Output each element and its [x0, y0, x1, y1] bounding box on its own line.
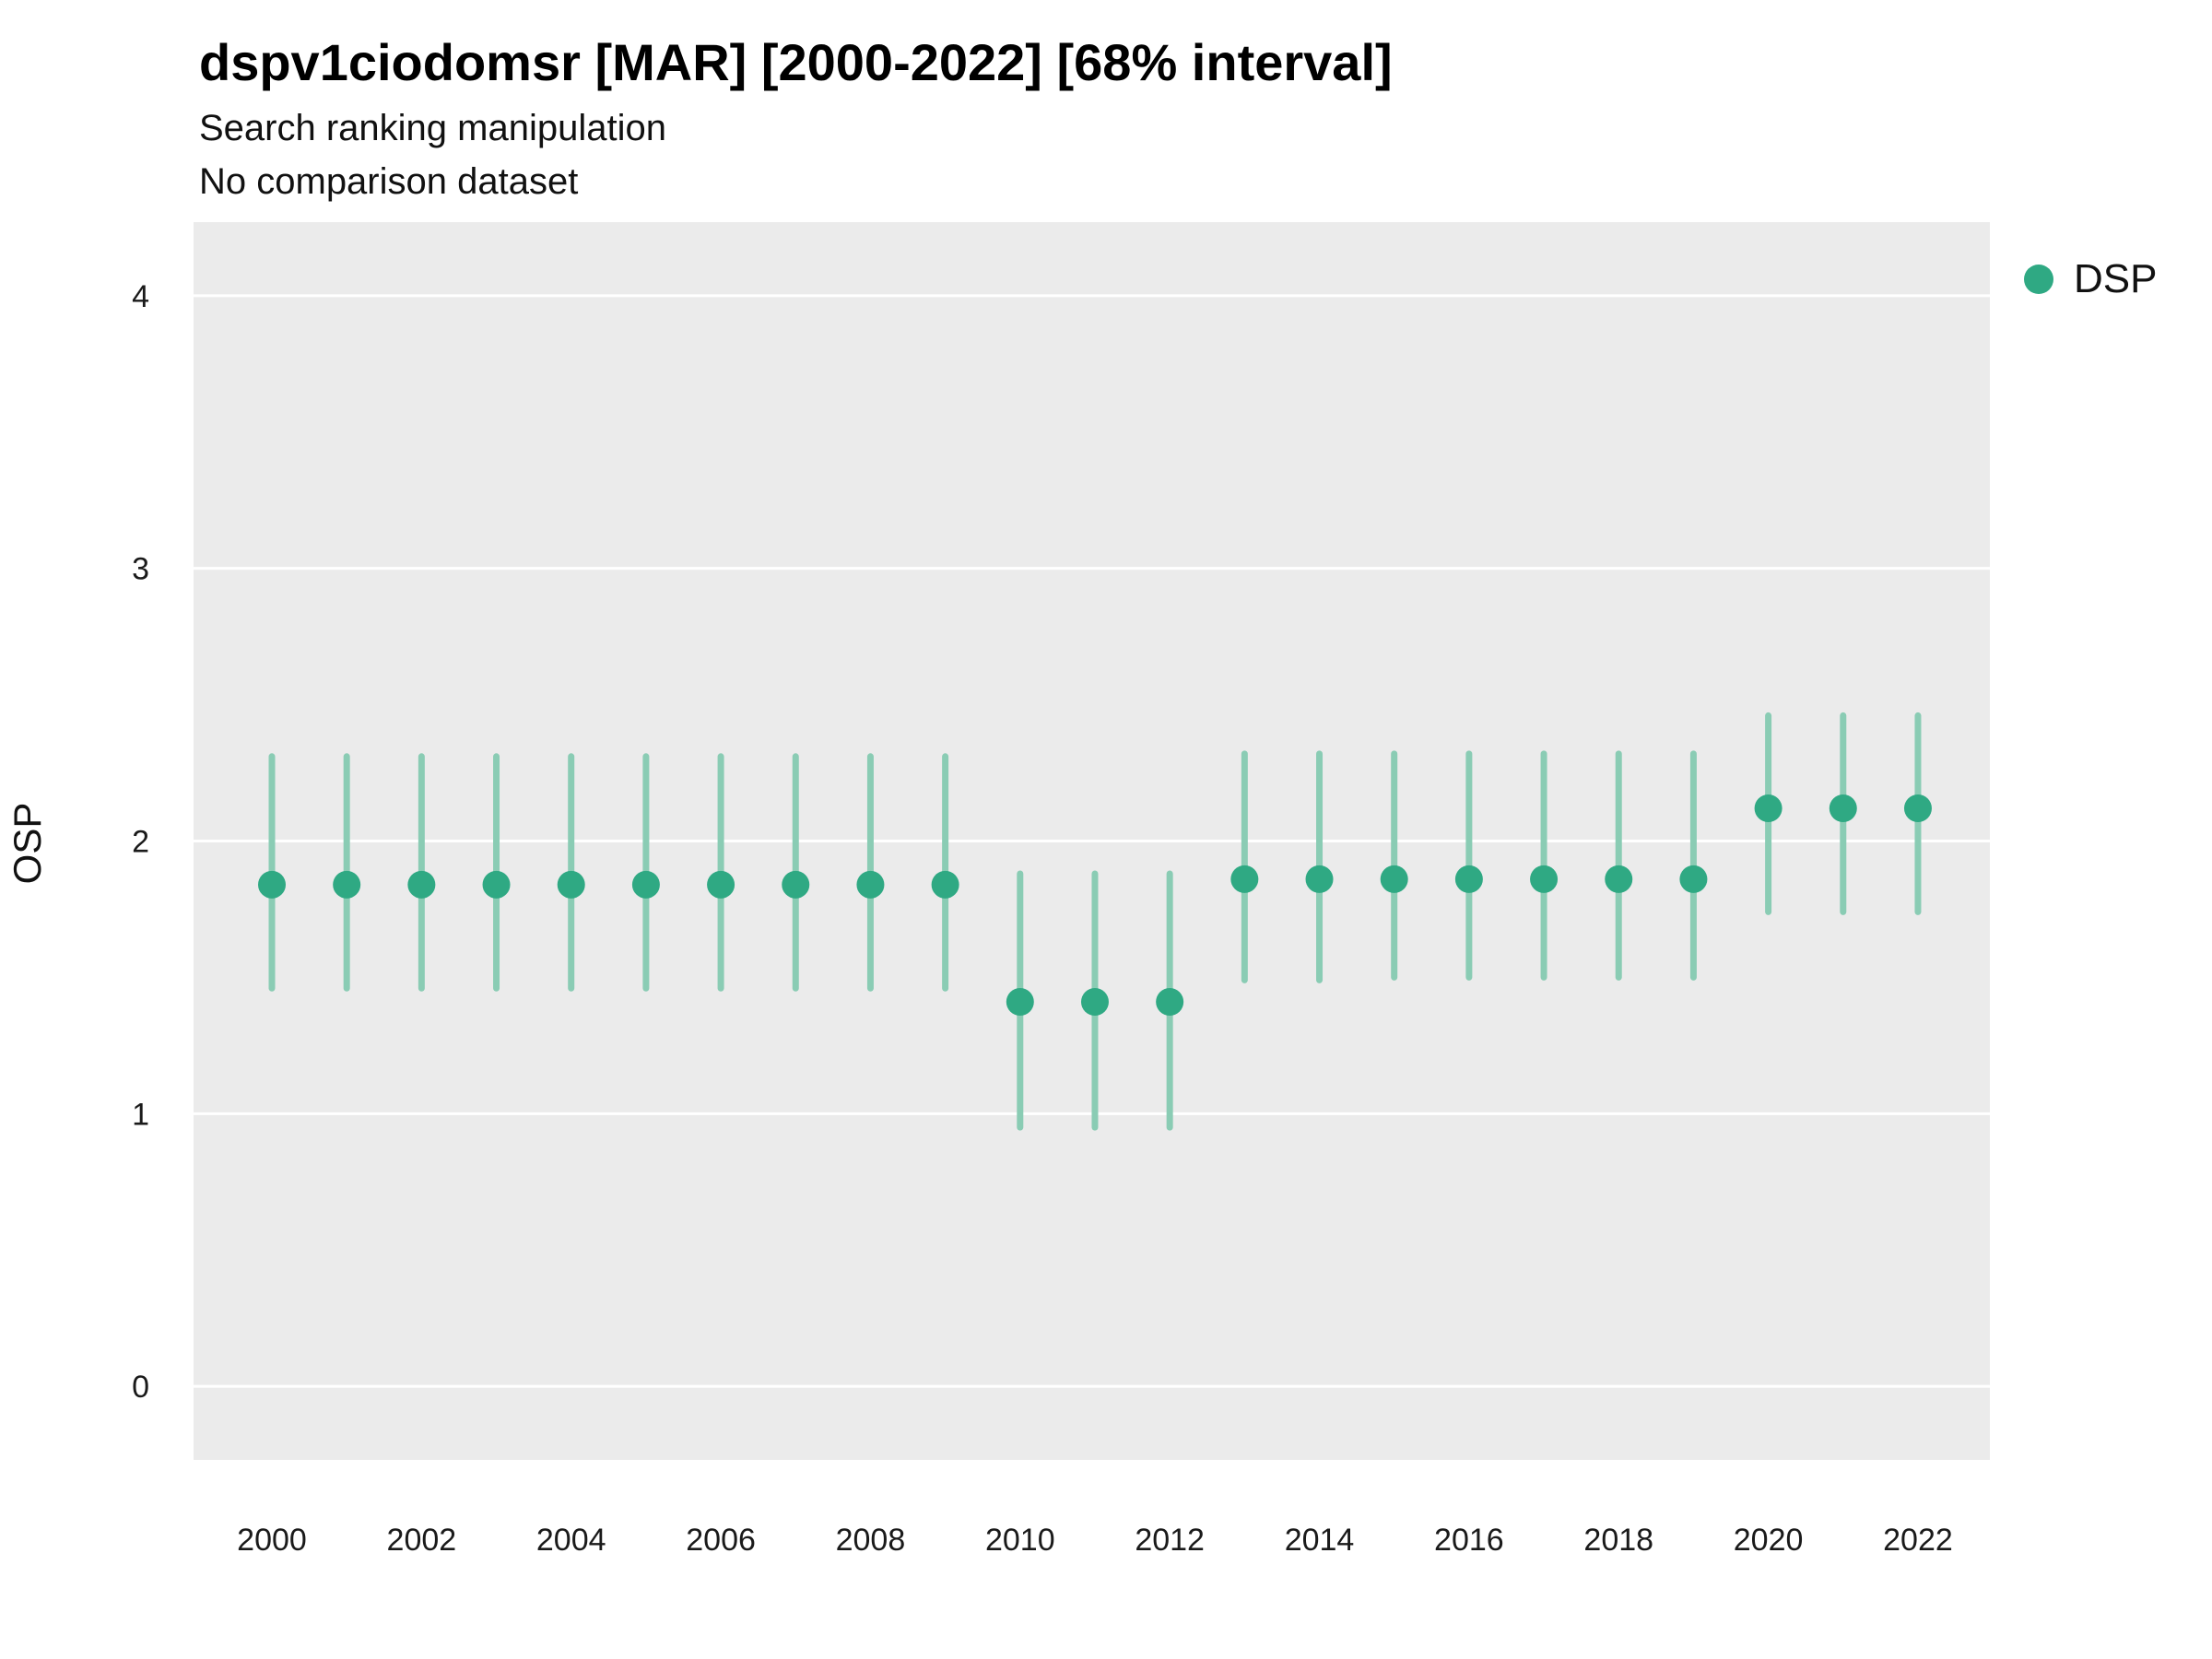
x-tick-label: 2004: [536, 1523, 606, 1558]
data-point: [482, 870, 511, 899]
data-point: [1903, 794, 1932, 823]
data-point: [1006, 988, 1034, 1017]
x-tick-label: 2014: [1285, 1523, 1355, 1558]
x-tick-label: 2022: [1883, 1523, 1953, 1558]
chart-title: dspv1ciodomsr [MAR] [2000-2022] [68% int…: [199, 33, 1393, 91]
data-point: [1080, 988, 1109, 1017]
data-point: [1305, 865, 1334, 893]
y-tick-label: 4: [132, 279, 149, 314]
chart-subtitle-2: No comparison dataset: [199, 161, 579, 203]
data-point: [707, 870, 735, 899]
chart-subtitle: Search ranking manipulation: [199, 108, 666, 149]
legend: DSP: [2024, 256, 2157, 302]
data-point: [258, 870, 286, 899]
x-tick-label: 2010: [985, 1523, 1055, 1558]
data-point: [1230, 865, 1259, 893]
y-tick-label: 3: [132, 552, 149, 587]
data-point: [1754, 794, 1783, 823]
data-point: [1605, 865, 1633, 893]
data-point: [782, 870, 810, 899]
data-point: [333, 870, 361, 899]
x-tick-label: 2012: [1135, 1523, 1205, 1558]
data-point: [1679, 865, 1708, 893]
x-tick-label: 2008: [836, 1523, 906, 1558]
data-point: [1829, 794, 1857, 823]
x-tick-label: 2000: [237, 1523, 307, 1558]
y-tick-label: 1: [132, 1097, 149, 1132]
legend-label: DSP: [2074, 256, 2158, 301]
data-point: [931, 870, 959, 899]
x-tick-label: 2020: [1734, 1523, 1804, 1558]
data-point: [1156, 988, 1184, 1017]
data-point: [631, 870, 660, 899]
x-tick-label: 2006: [686, 1523, 756, 1558]
x-tick-label: 2016: [1434, 1523, 1504, 1558]
y-tick-label: 0: [132, 1370, 149, 1405]
data-point: [856, 870, 885, 899]
x-tick-label: 2018: [1583, 1523, 1653, 1558]
chart-header: dspv1ciodomsr [MAR] [2000-2022] [68% int…: [199, 33, 1393, 214]
legend-marker-icon: [2024, 265, 2053, 294]
data-point: [1454, 865, 1483, 893]
x-tick-label: 2002: [387, 1523, 457, 1558]
y-tick-label: 2: [132, 825, 149, 860]
data-point: [407, 870, 436, 899]
data-point: [1380, 865, 1408, 893]
data-point: [557, 870, 585, 899]
data-point: [1530, 865, 1559, 893]
